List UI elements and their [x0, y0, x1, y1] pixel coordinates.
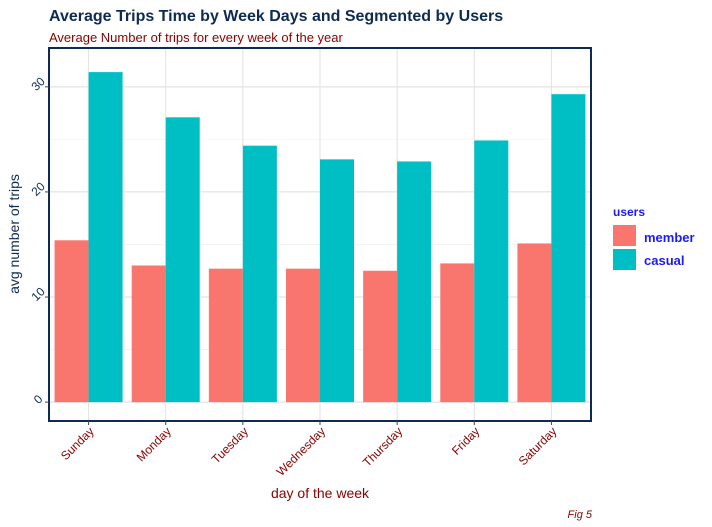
y-axis-ticks: 0 10 20 30: [28, 74, 49, 407]
bar-member-sunday: [54, 240, 89, 403]
x-axis-ticks: Sunday Monday Tuesday Wednesday Thursday Frid…: [58, 421, 560, 479]
legend: users member casual: [613, 205, 695, 270]
legend-label-casual: casual: [644, 253, 684, 268]
chart-title: Average Trips Time by Week Days and Segm…: [49, 8, 503, 25]
bar-member-monday: [131, 265, 166, 403]
bar-casual-tuesday: [242, 145, 277, 403]
bar-member-thursday: [363, 270, 398, 403]
chart-subtitle: Average Number of trips for every week o…: [49, 30, 344, 45]
x-axis-label: day of the week: [271, 485, 370, 501]
y-axis-label: avg number of trips: [6, 174, 22, 294]
y-tick-label: 30: [28, 74, 48, 94]
x-tick-label-saturday: Saturday: [516, 424, 560, 468]
x-tick-label-sunday: Sunday: [58, 424, 97, 463]
bar-member-saturday: [517, 243, 552, 403]
legend-swatch-casual: [613, 249, 636, 270]
figure-caption: Fig 5: [568, 509, 593, 521]
bar-casual-wednesday: [320, 159, 354, 403]
x-tick-label-friday: Friday: [449, 424, 482, 457]
bar-casual-thursday: [397, 161, 432, 403]
bar-casual-saturday: [551, 94, 586, 403]
x-tick-label-tuesday: Tuesday: [209, 424, 251, 466]
bar-member-tuesday: [208, 268, 243, 403]
bar-casual-monday: [165, 117, 200, 403]
bar-member-friday: [440, 263, 475, 403]
x-tick-label-wednesday: Wednesday: [274, 424, 329, 479]
y-tick-label: 10: [28, 284, 48, 304]
bar-member-wednesday: [286, 268, 320, 403]
x-tick-label-thursday: Thursday: [360, 424, 405, 469]
legend-title: users: [613, 205, 645, 219]
bar-casual-sunday: [88, 72, 123, 403]
bar-casual-friday: [474, 140, 509, 403]
y-tick-label: 0: [31, 392, 46, 407]
x-tick-label-monday: Monday: [134, 424, 174, 464]
legend-swatch-member: [613, 225, 636, 246]
y-tick-label: 20: [28, 179, 48, 199]
legend-label-member: member: [644, 230, 695, 245]
bars: [54, 72, 586, 403]
